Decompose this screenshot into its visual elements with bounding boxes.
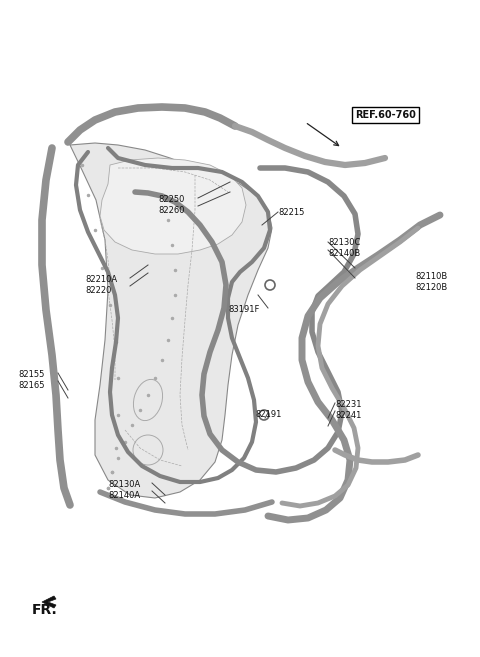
Polygon shape — [100, 158, 246, 254]
Text: 82210A
82220: 82210A 82220 — [85, 275, 117, 295]
Text: 82250
82260: 82250 82260 — [158, 195, 184, 215]
Polygon shape — [42, 596, 56, 608]
Text: 82155
82165: 82155 82165 — [18, 370, 45, 390]
Text: REF.60-760: REF.60-760 — [355, 110, 416, 120]
Text: FR.: FR. — [32, 603, 58, 617]
Text: 82130A
82140A: 82130A 82140A — [108, 480, 140, 500]
Text: 82215: 82215 — [278, 208, 304, 217]
Text: 83191F: 83191F — [228, 305, 259, 314]
Polygon shape — [70, 143, 272, 498]
Text: 82130C
82140B: 82130C 82140B — [328, 238, 360, 258]
Text: 82110B
82120B: 82110B 82120B — [415, 272, 447, 292]
Text: 82191: 82191 — [255, 410, 281, 419]
Text: 82231
82241: 82231 82241 — [335, 400, 361, 420]
